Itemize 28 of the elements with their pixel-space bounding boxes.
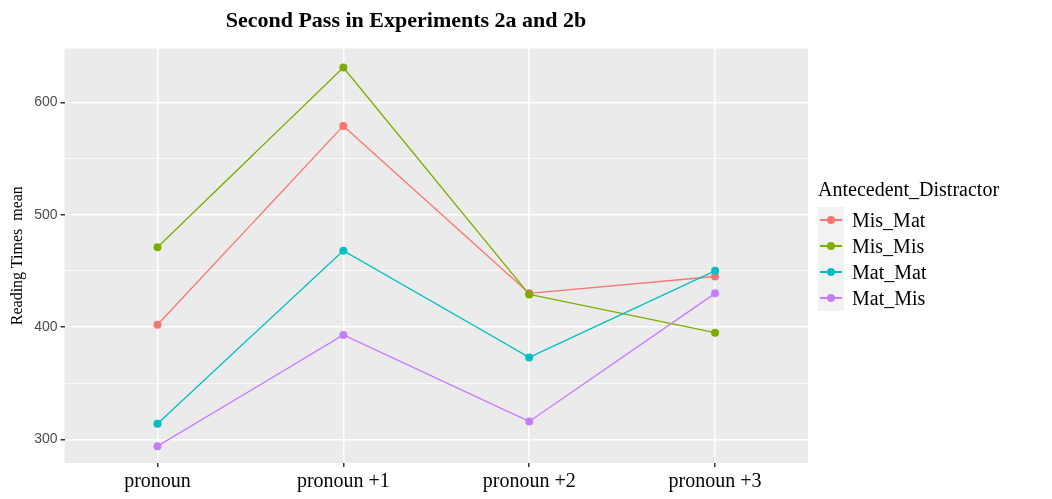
point	[525, 353, 534, 362]
y-axis-title: Reading Times mean	[7, 186, 26, 326]
point	[711, 266, 720, 275]
point	[153, 320, 162, 329]
chart-title: Second Pass in Experiments 2a and 2b	[225, 6, 587, 32]
x-tick-label: pronoun +3	[668, 469, 762, 493]
legend-label: Mat_Mat	[852, 260, 927, 284]
point	[339, 246, 348, 255]
legend-label: Mis_Mis	[852, 234, 925, 258]
point	[711, 328, 720, 337]
x-tick-label: pronoun +1	[296, 469, 390, 493]
point	[153, 442, 162, 451]
point	[339, 121, 348, 130]
legend-label: Mis_Mat	[852, 208, 926, 232]
x-tick-label: pronoun +2	[482, 469, 576, 493]
legend-label: Mat_Mis	[852, 286, 926, 310]
point	[153, 419, 162, 428]
point	[153, 243, 162, 252]
x-tick-label: pronoun	[124, 469, 191, 493]
y-tick-label: 500	[34, 205, 58, 222]
point	[711, 289, 720, 298]
point	[339, 63, 348, 72]
legend-title: Antecedent_Distractor	[818, 178, 1000, 201]
y-tick-label: 600	[34, 93, 58, 110]
y-tick-label: 300	[34, 430, 58, 447]
point	[525, 417, 534, 426]
point	[339, 330, 348, 339]
y-tick-label: 400	[34, 317, 58, 334]
